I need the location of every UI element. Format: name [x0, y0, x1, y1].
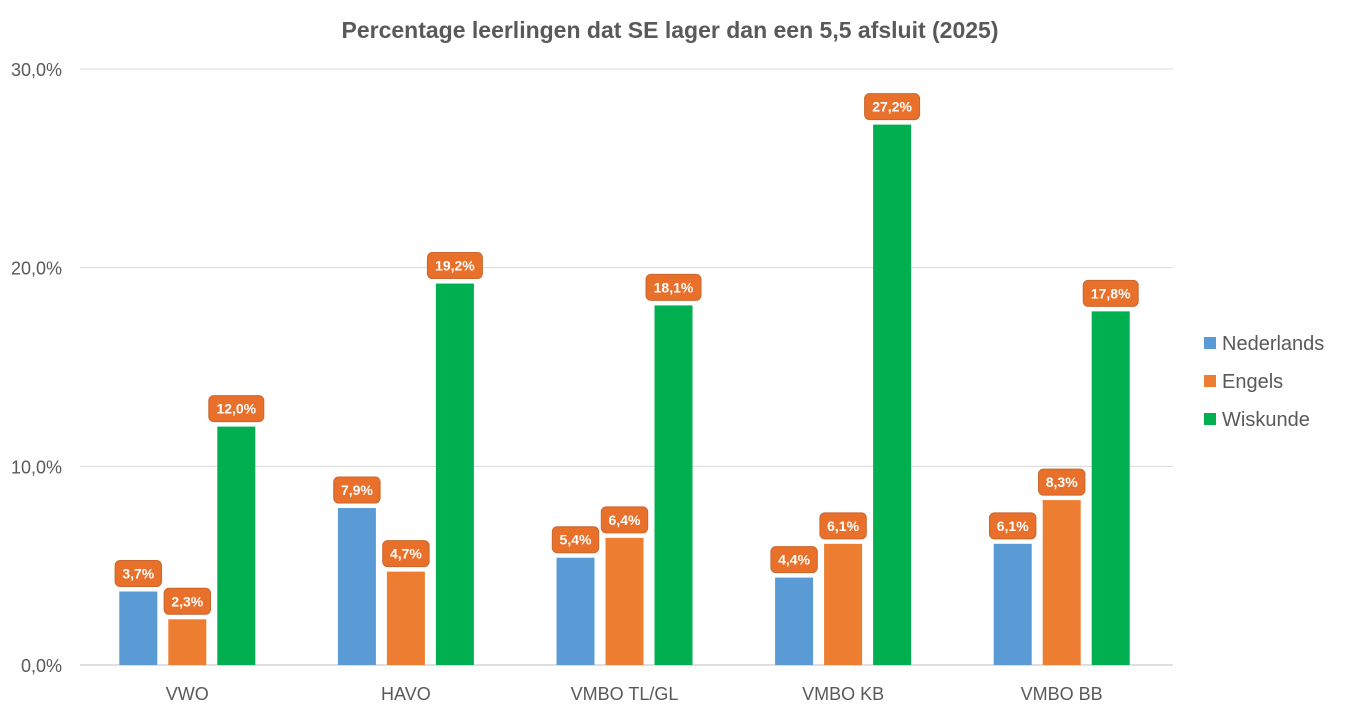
bar-wiskunde — [435, 283, 474, 665]
legend: Nederlands Engels Wiskunde — [1204, 333, 1324, 431]
x-tick-label: VMBO BB — [1021, 684, 1103, 704]
legend-swatch — [1204, 413, 1216, 425]
y-tick-label: 10,0% — [11, 457, 62, 477]
data-label: 6,1% — [997, 518, 1029, 534]
bar-nederlands — [556, 557, 595, 665]
data-label: 4,7% — [390, 546, 422, 562]
data-label-box — [1038, 468, 1086, 496]
data-label: 6,1% — [827, 518, 859, 534]
data-label: 8,3% — [1046, 474, 1078, 490]
data-label-box — [333, 476, 381, 504]
bar-nederlands — [775, 577, 814, 665]
legend-swatch — [1204, 337, 1216, 349]
x-tick-label: VMBO KB — [802, 684, 884, 704]
data-label: 12,0% — [216, 401, 256, 417]
x-tick-label: VWO — [166, 684, 209, 704]
bar-engels — [386, 571, 425, 665]
y-tick-label: 0,0% — [21, 656, 62, 676]
bar-wiskunde — [217, 426, 256, 665]
data-label: 5,4% — [560, 532, 592, 548]
data-label: 4,4% — [778, 552, 810, 568]
data-labels: 3,7% 2,3% 12,0% 7,9% 4,7% 19,2% 5,4% 6,4% 18,1% 4… — [114, 93, 1139, 615]
data-label-box — [819, 512, 867, 540]
y-axis-tick-labels: 0,0% 10,0% 20,0% 30,0% — [11, 60, 62, 676]
data-label: 17,8% — [1091, 285, 1131, 301]
bar-wiskunde — [654, 305, 693, 665]
bar-nederlands — [337, 508, 376, 665]
legend-label: Engels — [1222, 371, 1283, 393]
y-tick-label: 30,0% — [11, 60, 62, 80]
data-label: 7,9% — [341, 482, 373, 498]
data-label-box — [551, 526, 600, 554]
x-tick-label: HAVO — [381, 684, 431, 704]
data-label-box — [1082, 279, 1139, 307]
bar-wiskunde — [1091, 311, 1130, 665]
bar-engels — [168, 619, 207, 665]
data-label-box — [989, 512, 1037, 540]
chart-title: Percentage leerlingen dat SE lager dan e… — [341, 17, 998, 43]
x-tick-label: VMBO TL/GL — [571, 684, 679, 704]
bar-nederlands — [119, 591, 158, 665]
legend-label: Nederlands — [1222, 333, 1324, 355]
data-label: 2,3% — [171, 593, 203, 609]
data-label: 27,2% — [872, 99, 912, 115]
bar-wiskunde — [873, 124, 912, 666]
data-label: 6,4% — [609, 512, 641, 528]
data-label-box — [426, 252, 483, 280]
legend-swatch — [1204, 375, 1216, 387]
data-label-box — [382, 540, 430, 568]
bars — [119, 124, 1130, 666]
bar-engels — [605, 537, 644, 665]
x-axis-category-labels: VWO HAVO VMBO TL/GL VMBO KB VMBO BB — [166, 684, 1103, 704]
data-label-box — [600, 506, 649, 534]
y-tick-label: 20,0% — [11, 259, 62, 279]
data-label-box — [645, 273, 702, 301]
data-label: 19,2% — [435, 258, 475, 274]
legend-label: Wiskunde — [1222, 409, 1310, 431]
data-label-box — [770, 546, 818, 574]
data-label: 18,1% — [654, 279, 694, 295]
data-label-box — [208, 395, 265, 423]
data-label-box — [114, 559, 162, 587]
bar-engels — [824, 543, 863, 665]
bar-nederlands — [993, 543, 1032, 665]
bar-engels — [1042, 500, 1081, 665]
data-label-box — [163, 587, 212, 615]
data-label: 3,7% — [122, 565, 154, 581]
data-label-box — [864, 93, 921, 121]
